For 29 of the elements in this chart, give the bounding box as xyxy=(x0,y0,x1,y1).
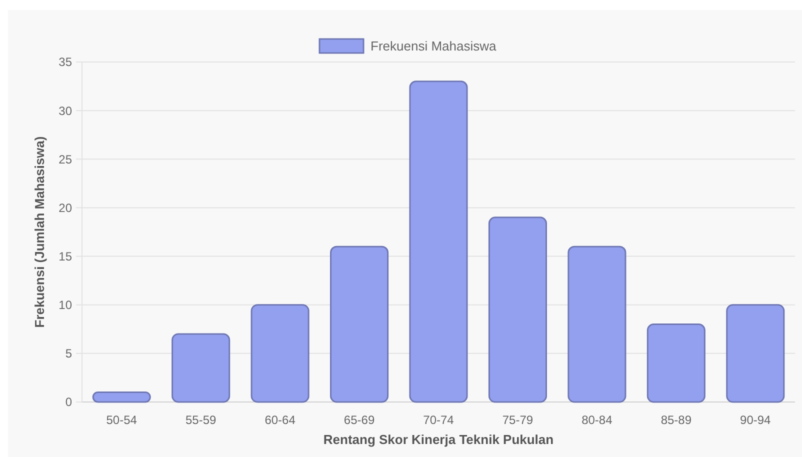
x-tick-label: 75-79 xyxy=(502,413,534,427)
y-tick-label: 15 xyxy=(58,249,72,264)
x-tick-label: 55-59 xyxy=(185,413,216,427)
x-tick-label: 85-89 xyxy=(660,413,692,427)
x-axis-title: Rentang Skor Kinerja Teknik Pukulan xyxy=(323,432,554,447)
bar xyxy=(330,246,389,403)
bar xyxy=(488,216,547,403)
bar xyxy=(726,304,785,403)
y-tick-label: 35 xyxy=(58,55,72,70)
x-tick-label: 60-64 xyxy=(264,413,296,427)
legend-label: Frekuensi Mahasiswa xyxy=(370,38,497,54)
y-tick-label: 10 xyxy=(58,298,72,312)
bar xyxy=(646,324,706,403)
bar xyxy=(409,80,468,403)
y-tick-label: 20 xyxy=(58,200,72,215)
x-tick-label: 70-74 xyxy=(423,413,454,427)
bar xyxy=(92,392,151,403)
bar xyxy=(250,304,310,403)
y-tick-label: 25 xyxy=(58,152,72,166)
x-tick-label: 50-54 xyxy=(106,413,138,427)
y-tick-label: 5 xyxy=(65,346,72,361)
y-tick-label: 30 xyxy=(58,104,72,118)
y-axis-title: Frekuensi (Jumlah Mahasiswa) xyxy=(32,136,47,328)
x-tick-label: 80-84 xyxy=(582,413,613,427)
bar xyxy=(568,246,626,403)
y-tick-label: 0 xyxy=(65,395,72,410)
x-tick-label: 65-69 xyxy=(344,413,375,427)
bar xyxy=(172,333,230,403)
x-tick-label: 90-94 xyxy=(740,413,772,427)
